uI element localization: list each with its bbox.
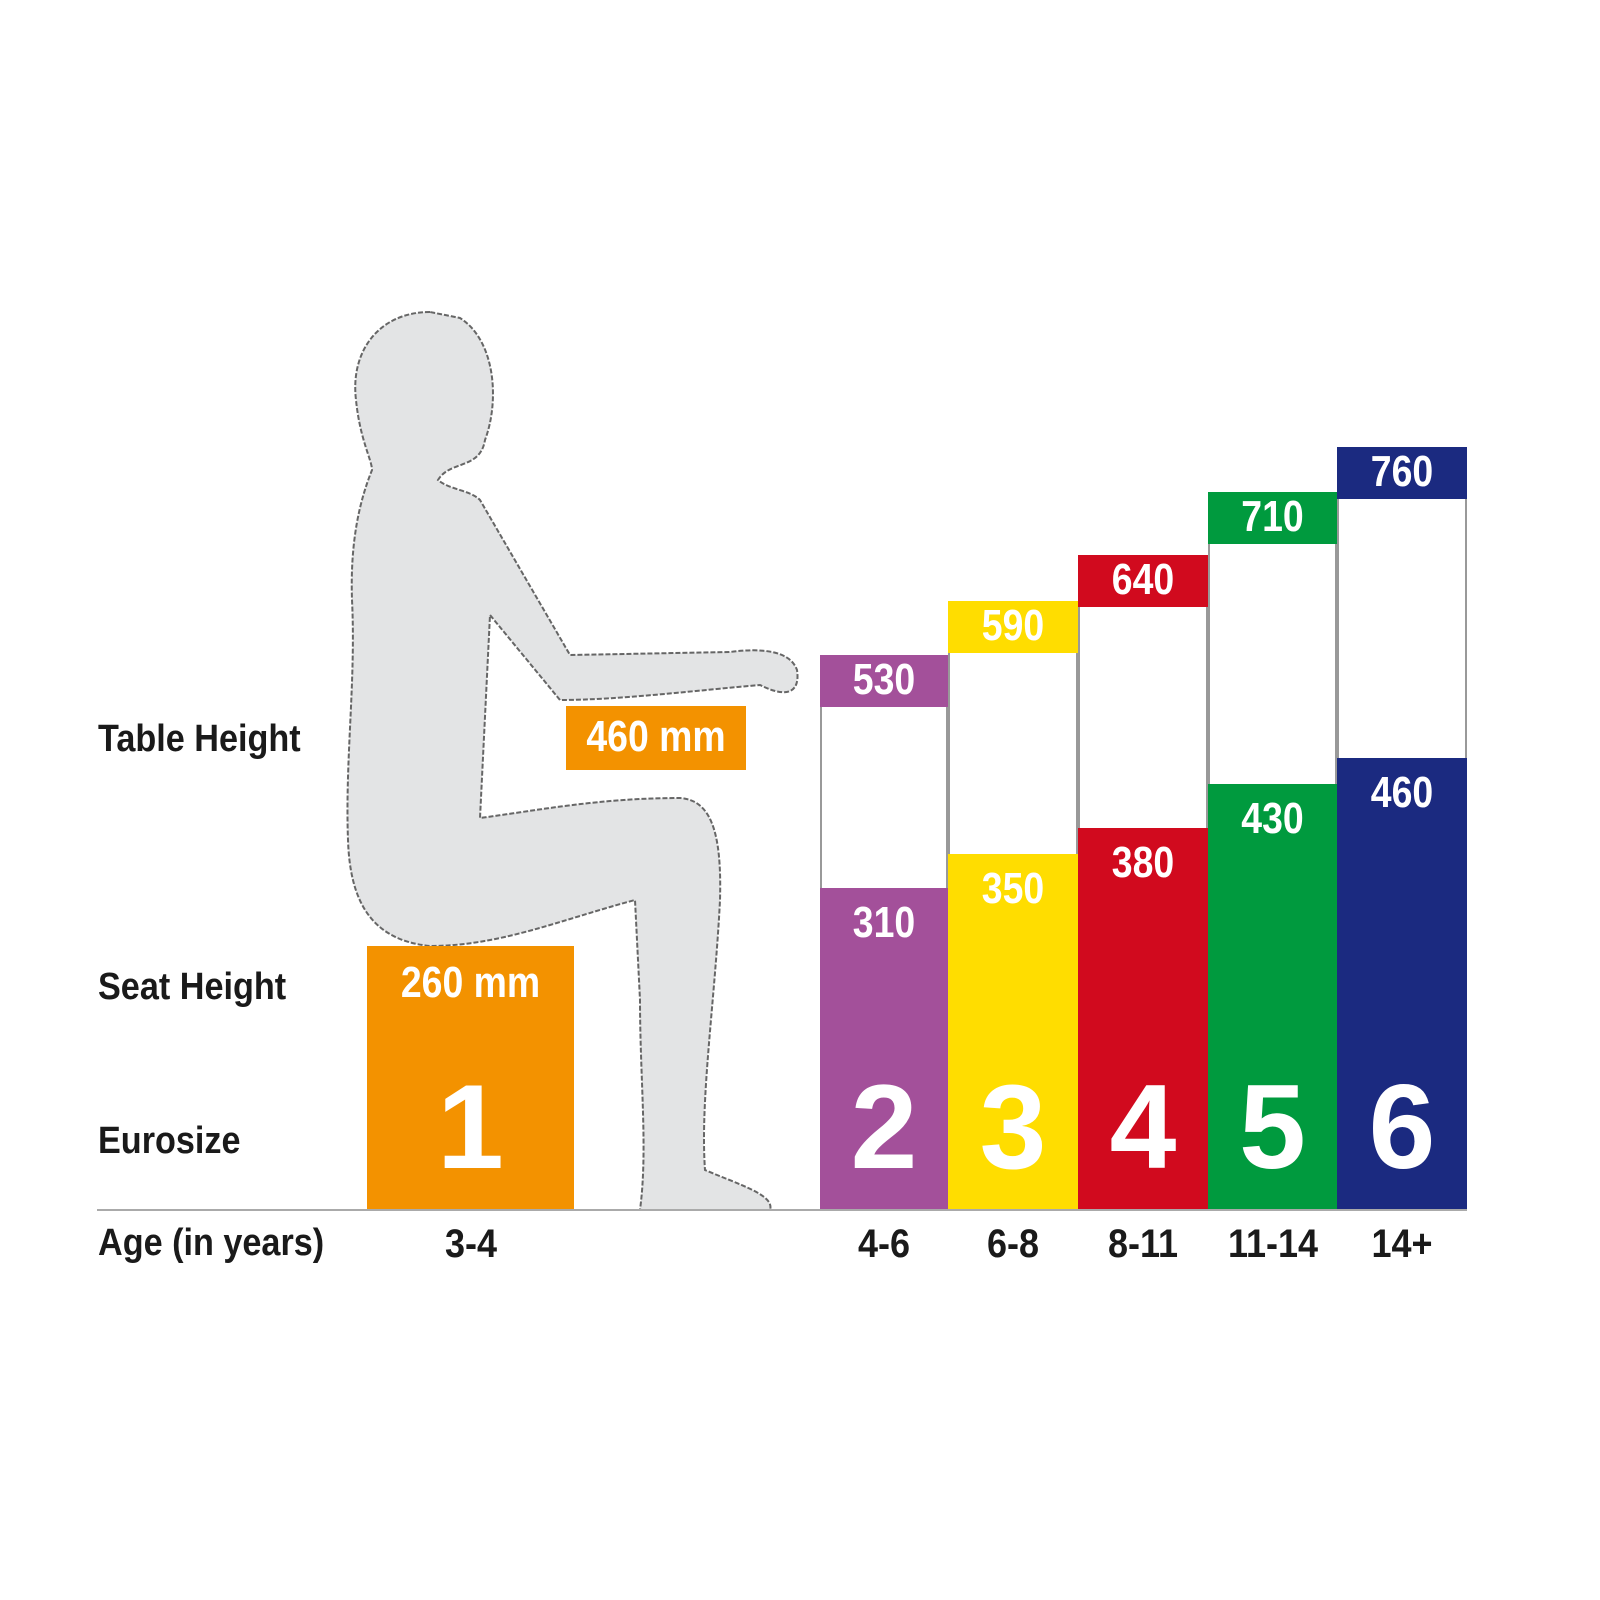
table-height-band: 760 bbox=[1337, 446, 1467, 499]
seat-value-label: 380 bbox=[1111, 837, 1175, 887]
seat-bar: 430 5 bbox=[1208, 784, 1337, 1210]
seat-bar: 350 3 bbox=[948, 853, 1078, 1210]
eurosize-number: 5 bbox=[1239, 1059, 1306, 1194]
age-tick-label: 3-4 bbox=[444, 1222, 497, 1266]
age-tick-label: 14+ bbox=[1371, 1222, 1433, 1266]
age-tick-label: 6-8 bbox=[986, 1222, 1040, 1266]
table-height-band: 460 mm bbox=[566, 706, 746, 770]
age-label: Age (in years) bbox=[98, 1222, 325, 1264]
table-height-band: 590 bbox=[948, 600, 1078, 653]
seat-bar: 460 6 bbox=[1337, 758, 1467, 1210]
age-tick-label: 8-11 bbox=[1107, 1222, 1179, 1266]
eurosize-number: 3 bbox=[979, 1059, 1047, 1194]
table-height-band: 710 bbox=[1208, 492, 1337, 545]
eurosize-number: 4 bbox=[1109, 1059, 1177, 1194]
table-value-label: 460 mm bbox=[586, 712, 726, 761]
baseline bbox=[97, 1209, 1467, 1211]
seat-bar: 260 mm 1 bbox=[367, 946, 574, 1210]
seat-value-label: 430 bbox=[1241, 794, 1304, 844]
table-value-label: 640 bbox=[1111, 555, 1175, 605]
table-value-label: 590 bbox=[981, 600, 1045, 650]
seat-bar: 310 2 bbox=[820, 888, 948, 1210]
seat-value-label: 460 bbox=[1370, 768, 1434, 818]
table-height-label: Table Height bbox=[98, 718, 301, 760]
age-tick-label: 11-14 bbox=[1227, 1222, 1318, 1266]
eurosize-label: Eurosize bbox=[98, 1120, 241, 1162]
seat-value-label: 260 mm bbox=[400, 958, 541, 1007]
eurosize-number: 2 bbox=[850, 1059, 918, 1194]
table-height-band: 530 bbox=[820, 654, 948, 707]
table-height-band: 640 bbox=[1078, 555, 1208, 608]
age-tick-label: 4-6 bbox=[857, 1222, 911, 1266]
seat-value-label: 350 bbox=[981, 863, 1045, 913]
table-value-label: 710 bbox=[1241, 492, 1304, 542]
eurosize-number: 1 bbox=[437, 1060, 504, 1194]
seat-bar: 380 4 bbox=[1078, 827, 1208, 1210]
seat-height-label: Seat Height bbox=[98, 966, 287, 1008]
eurosize-number: 6 bbox=[1368, 1059, 1436, 1194]
table-value-label: 760 bbox=[1370, 446, 1434, 496]
seat-value-label: 310 bbox=[852, 898, 916, 948]
table-value-label: 530 bbox=[852, 654, 916, 704]
